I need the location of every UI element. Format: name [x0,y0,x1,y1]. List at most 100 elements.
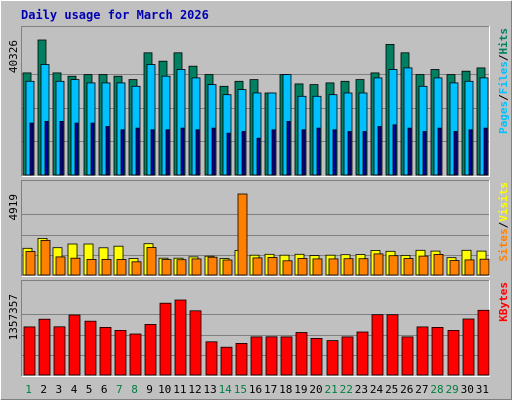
kbytes-bar [23,326,36,376]
pages-bar [105,126,110,176]
pages-bar [422,131,427,176]
kbytes-bar [447,329,460,376]
sites-bar [297,258,308,276]
pages-bar [483,127,488,176]
kbytes-bar [159,302,172,376]
pages-bar [241,131,246,176]
pages-bar [286,121,291,176]
day-label: 11 [173,383,186,396]
sites-bar [312,258,323,276]
kbytes-bar [68,314,81,376]
label-separator: / [497,94,510,101]
day-label: 22 [340,383,353,396]
kbytes-bar [144,323,157,376]
day-label: 8 [131,383,138,396]
kbytes-bar [356,331,369,376]
series-label-pages: Pages [497,101,510,134]
sites-bar [237,193,248,276]
pages-bar [347,131,352,176]
label-separator: / [497,54,510,61]
series-label-hits: Hits [497,28,510,55]
sites-bar [373,253,384,276]
pages-bar [453,131,458,176]
panel-highlight [21,280,490,377]
panel-shadow [21,26,490,177]
y-max-label: 4919 [7,194,20,221]
pages-bar [180,127,185,176]
pages-bar [74,122,79,176]
sites-bar [222,259,233,276]
pages-bar [59,121,64,176]
pages-bar [407,127,412,176]
sites-bar [176,259,187,276]
pages-bar [301,129,306,176]
day-label: 5 [86,383,93,396]
sites-bar [25,251,36,276]
day-label: 1 [25,383,32,396]
sites-bar [403,258,414,276]
sites-bar [328,258,339,276]
kbytes-bar [341,336,354,376]
sites-bar [101,258,112,276]
day-label: 4 [71,383,78,396]
day-label: 19 [294,383,307,396]
pages-bar [150,129,155,176]
day-label: 17 [264,383,277,396]
panel-highlight [21,26,490,177]
kbytes-bar [477,309,490,376]
sites-bar [55,256,66,276]
panel-kbytes: 1357357 KBytes [7,280,510,377]
series-label-files: Files [497,61,510,94]
pages-bar [437,127,442,176]
day-label: 16 [249,383,262,396]
pages-bar [120,129,125,176]
kbytes-bar [401,336,414,376]
sites-bar [40,239,51,276]
series-labels: Sites/Visits [497,182,510,262]
pages-bar [90,122,95,176]
kbytes-bar [250,336,263,376]
pages-bar [316,127,321,176]
day-label: 30 [461,383,474,396]
kbytes-bar [38,318,51,376]
kbytes-bar [265,336,278,376]
pages-bar [377,126,382,176]
sites-bar [252,257,263,276]
panel-shadow [21,180,490,277]
kbytes-bar [129,333,142,376]
kbytes-bar [462,318,475,376]
pages-bar [44,121,49,176]
day-label: 3 [55,383,62,396]
day-label: 20 [309,383,322,396]
day-label: 25 [385,383,398,396]
chart-title: Daily usage for March 2026 [21,8,209,22]
day-label: 27 [415,383,428,396]
kbytes-bar [53,326,66,376]
series-label-kbytes: KBytes [497,282,510,322]
panel-shadow [21,280,490,377]
kbytes-bar [386,314,399,376]
pages-bar [332,129,337,176]
kbytes-bar [220,346,233,376]
sites-bar [479,258,490,276]
kbytes-bar [114,329,127,376]
sites-bar [86,258,97,276]
day-label: 28 [430,383,443,396]
day-label: 6 [101,383,108,396]
sites-bar [70,257,81,276]
pages-bar [271,129,276,176]
day-label: 31 [476,383,489,396]
pages-bar [165,129,170,176]
day-label: 24 [370,383,384,396]
kbytes-bar [295,332,308,376]
kbytes-bar [280,336,293,376]
panel-visits-sites: 4919 Sites/Visits [7,180,510,277]
day-label: 15 [234,383,247,396]
y-max-label: 40326 [7,40,20,73]
sites-bar [464,259,475,276]
pages-bar [392,124,397,176]
pages-bar [211,127,216,176]
